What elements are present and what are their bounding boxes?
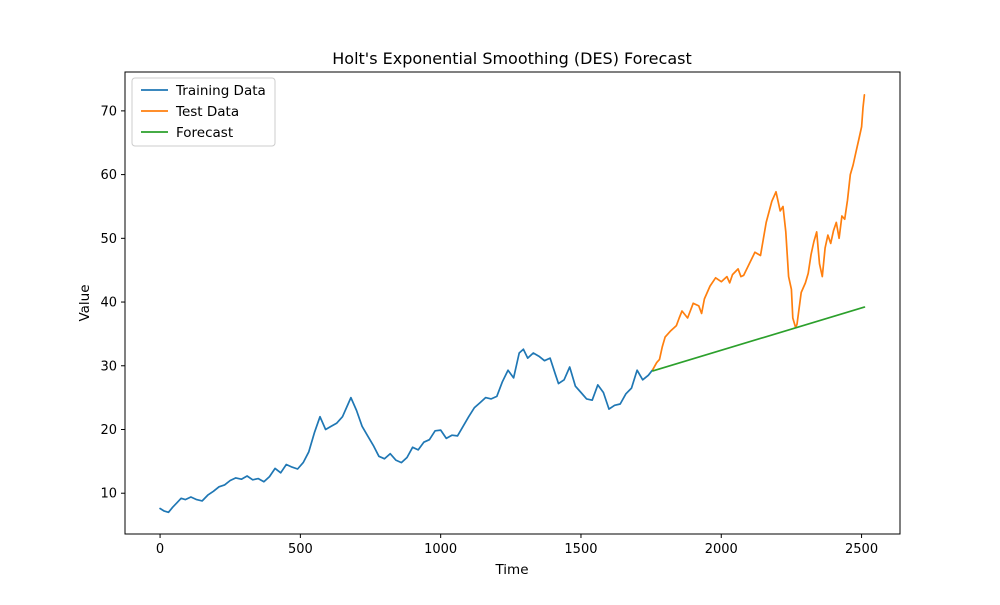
x-axis: 0 500 1000 1500 2000 2500 <box>156 534 878 557</box>
y-tick-label: 40 <box>100 296 117 311</box>
x-tick-label: 0 <box>156 542 164 557</box>
legend-label-2: Forecast <box>176 125 233 141</box>
x-tick-label: 1500 <box>564 542 597 557</box>
y-tick-label: 30 <box>100 359 117 374</box>
y-axis-label: Value <box>77 284 93 321</box>
x-tick-label: 2000 <box>705 542 738 557</box>
y-tick-label: 10 <box>100 487 117 502</box>
chart-title: Holt's Exponential Smoothing (DES) Forec… <box>332 49 691 68</box>
y-tick-label: 60 <box>100 168 117 183</box>
y-axis: 10 20 30 40 50 60 70 <box>100 104 125 502</box>
x-tick-label: 1000 <box>424 542 457 557</box>
y-tick-label: 20 <box>100 423 117 438</box>
series-line-0 <box>159 348 654 514</box>
legend-label-1: Test Data <box>175 104 239 120</box>
series-line-1 <box>651 94 866 371</box>
y-tick-label: 70 <box>100 104 117 119</box>
series-line-2 <box>651 306 866 372</box>
legend-box <box>131 77 276 147</box>
plot-frame <box>124 71 901 535</box>
legend-label-0: Training Data <box>175 83 266 99</box>
legend: Training Data Test Data Forecast <box>131 77 276 147</box>
x-tick-label: 500 <box>288 542 313 557</box>
y-tick-label: 50 <box>100 232 117 247</box>
x-tick-label: 2500 <box>845 542 878 557</box>
x-axis-label: Time <box>494 562 528 578</box>
series-layer <box>159 94 866 514</box>
